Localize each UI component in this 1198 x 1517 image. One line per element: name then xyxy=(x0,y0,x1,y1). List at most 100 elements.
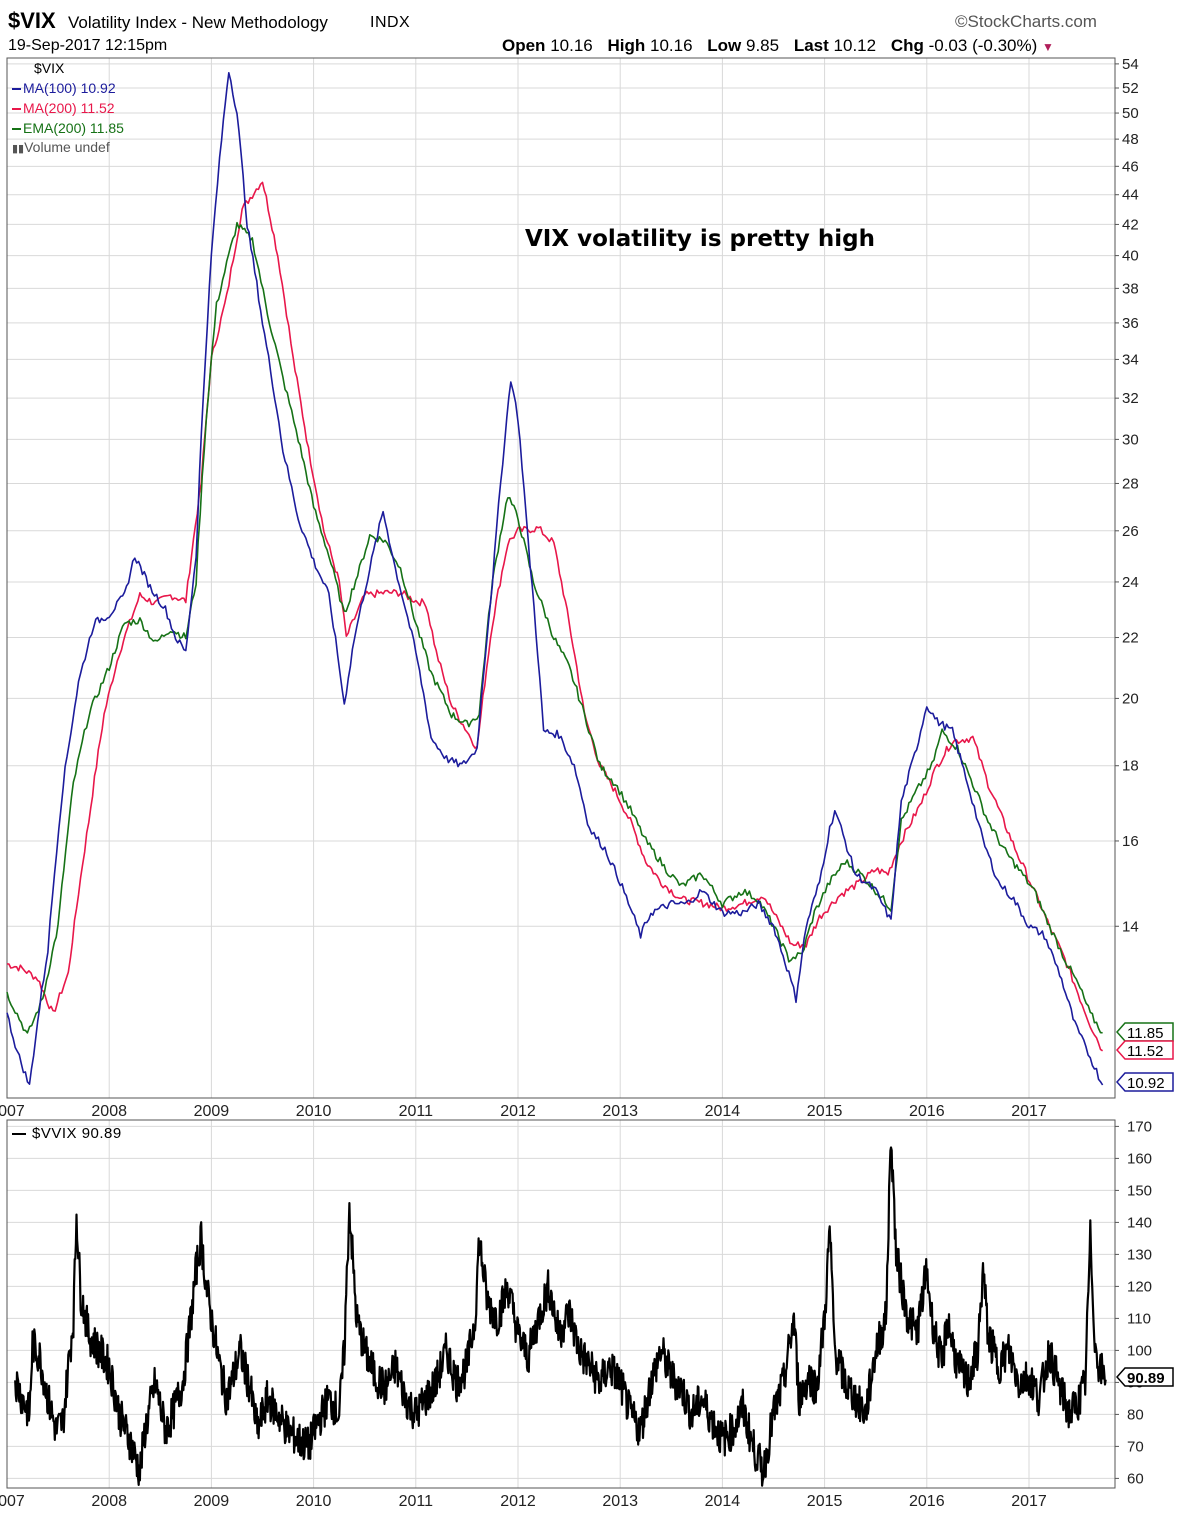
upper-ytick-label-52: 52 xyxy=(1122,80,1139,97)
vvix-line xyxy=(14,1146,1107,1487)
low-value: 9.85 xyxy=(746,36,780,55)
upper-xtick-label-2010: 2010 xyxy=(296,1103,332,1120)
lower-xtick-label-2013: 2013 xyxy=(602,1493,638,1510)
lower-xtick-label-2014: 2014 xyxy=(705,1493,741,1510)
upper-ytick-label-28: 28 xyxy=(1122,475,1139,492)
upper-xtick-label-2013: 2013 xyxy=(602,1103,638,1120)
upper-xtick-label-2017: 2017 xyxy=(1011,1103,1047,1120)
lower-ytick-label-170: 170 xyxy=(1127,1118,1152,1135)
legend-swatch-ma200 xyxy=(12,108,21,111)
lower-ytick-label-100: 100 xyxy=(1127,1342,1152,1359)
legend-volume: ▮▮Volume undef xyxy=(12,139,110,155)
vix-series-group xyxy=(6,72,1104,1086)
vvix-tag-box xyxy=(1115,1367,1174,1387)
upper-ytick-label-14: 14 xyxy=(1122,918,1139,935)
lower-ytick-label-120: 120 xyxy=(1127,1278,1152,1295)
upper-ytick-label-38: 38 xyxy=(1122,280,1139,297)
ma200-line xyxy=(6,181,1104,1052)
vvix-legend: $VVIX 90.89 xyxy=(12,1125,122,1142)
vvix-tag-label: 90.89 xyxy=(1127,1370,1165,1387)
upper-ytick-label-44: 44 xyxy=(1122,187,1139,204)
legend-ema200-label: EMA(200) 11.85 xyxy=(23,120,124,136)
upper-ytick-label-50: 50 xyxy=(1122,105,1139,122)
ma200-tag-label: 11.52 xyxy=(1127,1043,1163,1060)
legend-swatch-vvix xyxy=(12,1133,26,1136)
high-value: 10.16 xyxy=(649,36,693,55)
stockcharts-logo[interactable]: ©StockCharts.com xyxy=(955,12,1097,31)
upper-ytick-label-30: 30 xyxy=(1122,431,1139,448)
upper-ytick-label-22: 22 xyxy=(1122,630,1139,647)
lower-ytick-label-130: 130 xyxy=(1127,1246,1152,1263)
chart-datetime: 19-Sep-2017 12:15pm xyxy=(8,37,168,54)
lower-ytick-label-70: 70 xyxy=(1127,1438,1144,1455)
bar-chart-icon: ▮▮ xyxy=(12,143,25,155)
low-label: Low xyxy=(707,36,742,55)
upper-xtick-label-2011: 2011 xyxy=(399,1103,434,1120)
legend-symbol: $VIX xyxy=(12,60,64,76)
lower-ytick-label-150: 150 xyxy=(1127,1182,1152,1199)
upper-ytick-label-48: 48 xyxy=(1122,131,1139,148)
legend-ma100: MA(100) 10.92 xyxy=(12,80,116,96)
lower-xtick-label-2016: 2016 xyxy=(909,1493,945,1510)
lower-xtick-label-2009: 2009 xyxy=(194,1493,230,1510)
upper-plot-frame xyxy=(6,57,1116,1099)
last-value: 10.12 xyxy=(833,36,877,55)
open-label: Open xyxy=(502,36,546,55)
lower-plot-frame xyxy=(6,1119,1116,1489)
upper-x-axis: 2007 2008 2009 2010 2011 2012 2013 2014 2015 2016… xyxy=(0,1103,1047,1120)
upper-ytick-label-24: 24 xyxy=(1122,574,1139,591)
quote-summary: Open 10.16 High 10.16 Low 9.85 Last 10.1… xyxy=(502,36,1054,56)
upper-ytick-label-32: 32 xyxy=(1122,390,1139,407)
chart-annotation: VIX volatility is pretty high xyxy=(525,226,876,252)
upper-ytick-label-26: 26 xyxy=(1122,523,1139,540)
ema200-tag-box xyxy=(1115,1022,1174,1042)
ema200-tag-label: 11.85 xyxy=(1127,1025,1163,1042)
ma100-tag-box xyxy=(1115,1072,1174,1092)
upper-xtick-label-2007: 2007 xyxy=(0,1103,25,1120)
chart-symbol-name: Volatility Index - New Methodology xyxy=(68,13,328,32)
legend-symbol-label: $VIX xyxy=(34,60,65,76)
legend-ma200-label: MA(200) 11.52 xyxy=(23,100,115,116)
upper-xtick-label-2008: 2008 xyxy=(91,1103,127,1120)
upper-ytick-label-40: 40 xyxy=(1122,248,1139,265)
lower-xtick-label-2008: 2008 xyxy=(91,1493,127,1510)
lower-ytick-label-110: 110 xyxy=(1127,1310,1151,1327)
upper-xtick-label-2014: 2014 xyxy=(705,1103,741,1120)
lower-xtick-label-2007: 2007 xyxy=(0,1493,25,1510)
upper-gridlines xyxy=(6,58,1115,1098)
upper-y-axis: 14 16 18 20 22 24 26 28 30 32 34 36 38 40 42 44 46 48 50 52… xyxy=(1115,56,1139,935)
chg-label: Chg xyxy=(890,36,924,55)
upper-ytick-label-20: 20 xyxy=(1122,690,1139,707)
ma100-tag-label: 10.92 xyxy=(1127,1075,1165,1092)
lower-gridlines xyxy=(6,1120,1115,1488)
legend-volume-label: Volume undef xyxy=(24,139,110,155)
upper-xtick-label-2012: 2012 xyxy=(500,1103,536,1120)
upper-ytick-label-16: 16 xyxy=(1122,833,1139,850)
lower-xtick-label-2011: 2011 xyxy=(399,1493,434,1510)
lower-y-axis: 60708090100110120130140150160170 xyxy=(1115,1118,1152,1487)
upper-ytick-label-42: 42 xyxy=(1122,216,1139,233)
legend-ma100-label: MA(100) 10.92 xyxy=(23,80,116,96)
chart-exchange: INDX xyxy=(370,14,411,31)
last-label: Last xyxy=(793,36,829,55)
vvix-legend-label: $VVIX 90.89 xyxy=(32,1125,122,1142)
legend-ma200: MA(200) 11.52 xyxy=(12,100,115,116)
ma100-line xyxy=(6,72,1104,1086)
lower-ytick-label-140: 140 xyxy=(1127,1214,1152,1231)
chart-symbol: $VIX xyxy=(8,8,56,33)
lower-xtick-label-2012: 2012 xyxy=(500,1493,536,1510)
upper-ytick-label-54: 54 xyxy=(1122,56,1139,73)
chg-value: -0.03 (-0.30%) xyxy=(928,36,1038,55)
lower-xtick-label-2017: 2017 xyxy=(1011,1493,1047,1510)
lower-xtick-label-2010: 2010 xyxy=(296,1493,332,1510)
upper-ytick-label-36: 36 xyxy=(1122,315,1139,332)
lower-xtick-label-2015: 2015 xyxy=(807,1493,843,1510)
upper-xtick-label-2009: 2009 xyxy=(194,1103,230,1120)
high-label: High xyxy=(607,36,646,55)
legend-swatch-ma100 xyxy=(12,88,21,91)
lower-x-axis: 2007 2008 2009 2010 2011 2012 2013 2014 2015 2016… xyxy=(0,1493,1047,1510)
upper-ytick-label-46: 46 xyxy=(1122,158,1139,175)
upper-ytick-label-34: 34 xyxy=(1122,351,1139,368)
